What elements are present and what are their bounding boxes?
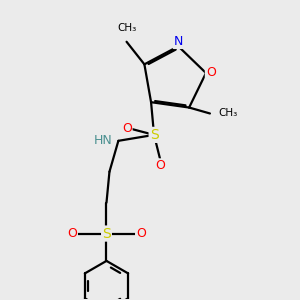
Text: O: O: [67, 227, 77, 240]
Text: S: S: [102, 226, 111, 241]
Text: O: O: [206, 67, 216, 80]
Text: HN: HN: [94, 134, 112, 147]
Text: S: S: [150, 128, 158, 142]
Text: O: O: [122, 122, 132, 135]
Text: O: O: [136, 227, 146, 240]
Text: N: N: [174, 35, 183, 48]
Text: CH₃: CH₃: [117, 23, 136, 33]
Text: O: O: [155, 159, 165, 172]
Text: CH₃: CH₃: [219, 109, 238, 118]
